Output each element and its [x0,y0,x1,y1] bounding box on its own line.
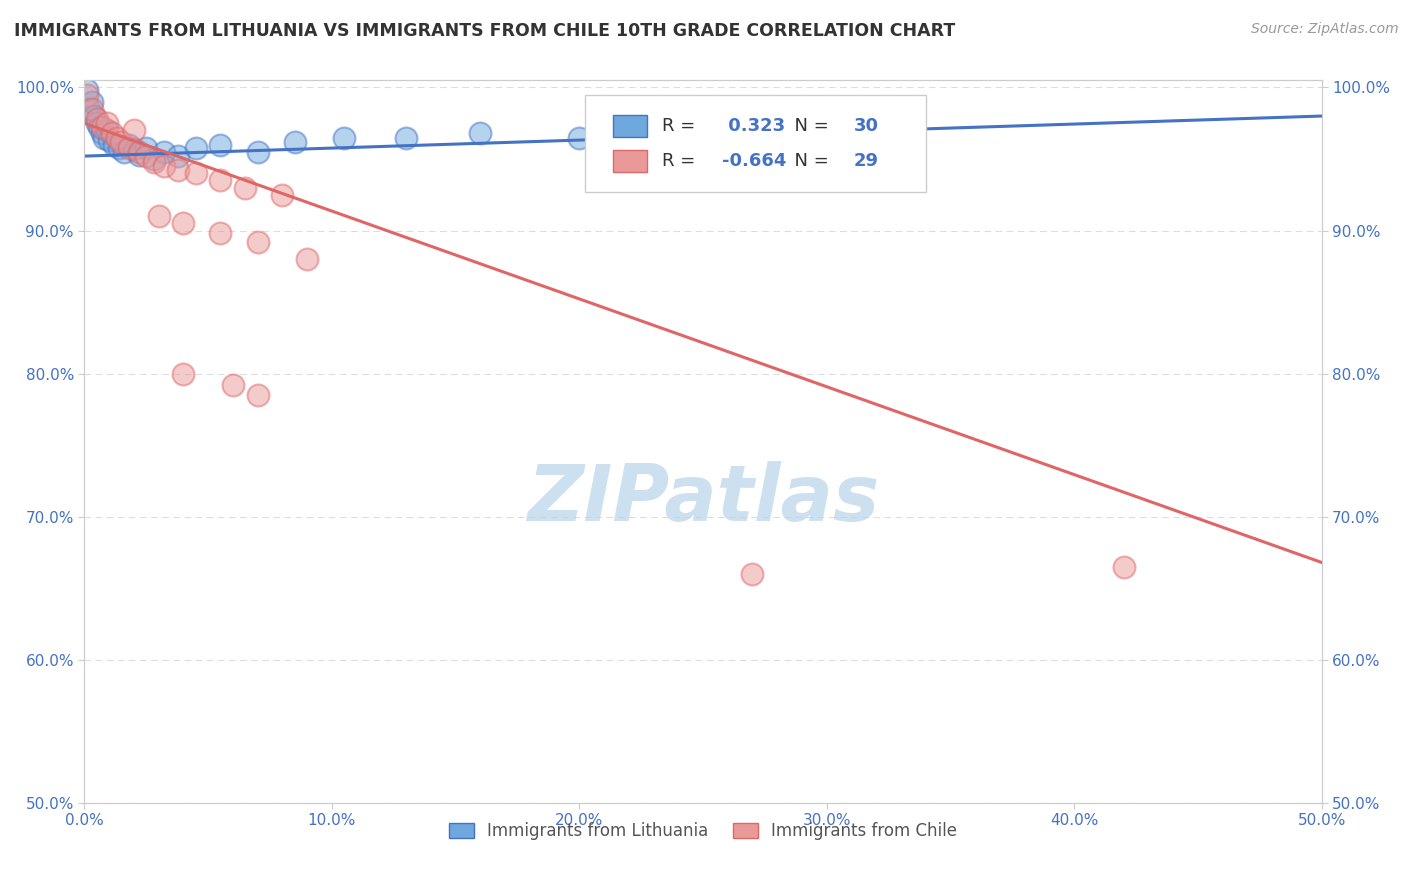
Y-axis label: 10th Grade: 10th Grade [0,394,4,489]
Point [98,133,121,147]
Point [86,116,108,130]
Point [90,126,112,140]
Point [295,252,318,266]
Point [209,173,232,187]
Point [172,216,194,230]
Point [395,130,418,145]
Point [100,126,122,140]
Point [167,163,190,178]
Point [93,130,115,145]
Point [142,154,165,169]
Point [333,130,356,145]
Text: IMMIGRANTS FROM LITHUANIA VS IMMIGRANTS FROM CHILE 10TH GRADE CORRELATION CHART: IMMIGRANTS FROM LITHUANIA VS IMMIGRANTS … [14,22,955,40]
Point [284,135,307,149]
Point [118,140,141,154]
Point [110,135,132,149]
Point [76,83,98,97]
Text: 29: 29 [853,153,879,170]
Point [1112,559,1135,574]
Point [122,142,145,156]
Text: Source: ZipAtlas.com: Source: ZipAtlas.com [1251,22,1399,37]
Point [128,147,150,161]
Point [470,126,492,140]
Point [152,145,174,159]
Point [122,123,145,137]
Point [148,209,170,223]
Point [209,227,232,241]
Point [271,187,294,202]
Point [172,367,194,381]
Point [83,109,105,123]
Point [96,123,118,137]
Point [103,137,125,152]
Point [209,137,232,152]
Point [184,140,207,154]
Text: R =: R = [662,117,702,135]
Text: -0.664: -0.664 [721,153,786,170]
Point [167,149,190,163]
Point [233,180,256,194]
Point [135,149,157,163]
FancyBboxPatch shape [613,115,647,136]
Point [142,152,165,166]
Point [152,159,174,173]
Text: N =: N = [783,153,835,170]
Text: 0.323: 0.323 [721,117,785,135]
Point [89,120,111,135]
Point [80,95,103,109]
Point [246,235,269,249]
Text: ZIPatlas: ZIPatlas [527,461,879,537]
Point [717,123,740,137]
Point [112,145,135,159]
Point [80,102,103,116]
Point [246,388,269,402]
Point [96,116,118,130]
Point [841,116,863,130]
Point [741,566,763,581]
Point [184,166,207,180]
Legend: Immigrants from Lithuania, Immigrants from Chile: Immigrants from Lithuania, Immigrants fr… [440,814,966,848]
Point [86,112,108,126]
Point [568,130,591,145]
Point [79,102,101,116]
Text: R =: R = [662,153,702,170]
Point [135,140,157,154]
Point [128,145,150,159]
Text: 30: 30 [853,117,879,135]
Point [118,137,141,152]
Point [90,120,112,135]
Point [246,145,269,159]
Point [222,378,245,392]
FancyBboxPatch shape [585,95,925,193]
Text: N =: N = [783,117,835,135]
Point [105,130,128,145]
Point [108,140,131,154]
Point [76,87,98,102]
FancyBboxPatch shape [613,151,647,172]
